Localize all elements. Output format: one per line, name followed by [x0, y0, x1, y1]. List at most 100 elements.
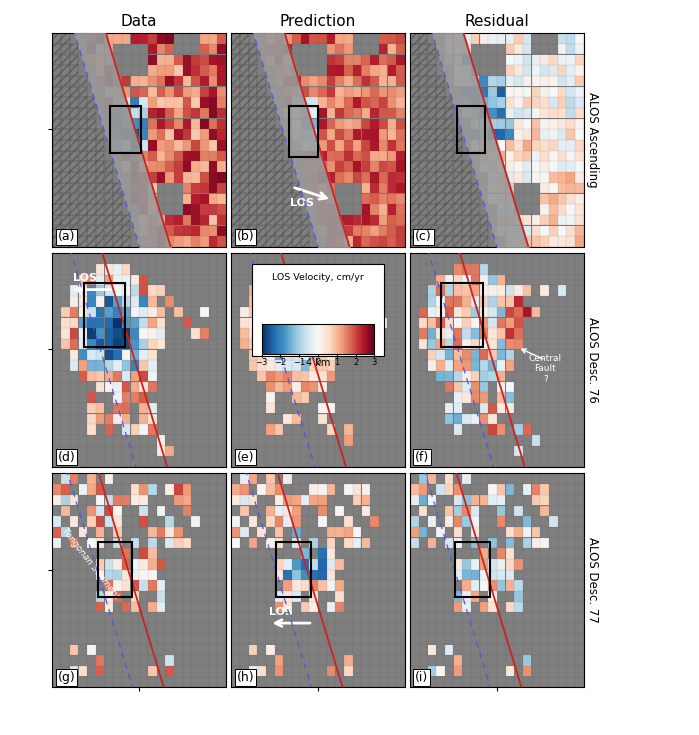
Bar: [131, 381, 139, 392]
Bar: [182, 215, 192, 226]
Bar: [148, 76, 157, 87]
Bar: [209, 172, 217, 182]
Bar: [318, 318, 326, 328]
Bar: [489, 118, 497, 129]
Bar: [166, 33, 174, 43]
Bar: [283, 215, 292, 226]
Bar: [139, 381, 147, 392]
Bar: [105, 226, 113, 236]
Bar: [489, 33, 497, 43]
Bar: [462, 591, 470, 602]
Bar: [231, 76, 240, 87]
Bar: [209, 54, 217, 65]
Bar: [462, 97, 470, 108]
Bar: [301, 285, 309, 296]
Bar: [454, 54, 462, 65]
Bar: [318, 371, 326, 381]
Bar: [489, 559, 497, 570]
Bar: [532, 76, 540, 87]
Bar: [292, 76, 301, 87]
Bar: [428, 339, 436, 349]
Bar: [249, 151, 257, 161]
Bar: [87, 151, 96, 161]
Bar: [489, 172, 497, 182]
Bar: [62, 140, 70, 151]
Bar: [480, 403, 488, 414]
Bar: [240, 54, 249, 65]
Bar: [566, 193, 575, 204]
Bar: [549, 97, 558, 108]
Bar: [505, 87, 514, 97]
Bar: [148, 484, 157, 495]
Bar: [62, 87, 70, 97]
Bar: [566, 76, 575, 87]
Bar: [540, 215, 549, 226]
Bar: [292, 183, 301, 193]
Bar: [96, 33, 104, 43]
Bar: [139, 118, 147, 129]
Bar: [131, 318, 139, 328]
Bar: [410, 204, 419, 215]
Bar: [471, 108, 480, 118]
Bar: [310, 285, 318, 296]
Bar: [301, 371, 309, 381]
Bar: [70, 183, 78, 193]
Bar: [497, 360, 505, 370]
Bar: [174, 162, 182, 172]
Bar: [52, 215, 61, 226]
Text: ALOS Ascending: ALOS Ascending: [586, 92, 599, 187]
Bar: [96, 559, 104, 570]
Text: (i): (i): [415, 671, 428, 684]
Bar: [283, 172, 292, 182]
Bar: [327, 538, 336, 548]
Bar: [480, 339, 488, 349]
Bar: [266, 129, 275, 140]
Bar: [113, 193, 122, 204]
Bar: [70, 360, 78, 370]
Bar: [540, 285, 549, 296]
Bar: [505, 339, 514, 349]
Bar: [78, 339, 87, 349]
Bar: [532, 226, 540, 236]
Bar: [419, 54, 427, 65]
Bar: [353, 296, 361, 306]
Bar: [139, 108, 147, 118]
Bar: [558, 97, 566, 108]
Bar: [428, 215, 436, 226]
Bar: [283, 296, 292, 306]
Bar: [436, 204, 445, 215]
Bar: [462, 559, 470, 570]
Bar: [62, 193, 70, 204]
Bar: [480, 296, 488, 306]
Text: (a): (a): [57, 231, 75, 243]
Bar: [445, 97, 454, 108]
Bar: [497, 129, 505, 140]
Bar: [310, 484, 318, 495]
Bar: [275, 381, 283, 392]
Bar: [87, 350, 96, 360]
Bar: [462, 87, 470, 97]
Bar: [275, 350, 283, 360]
Bar: [336, 65, 344, 76]
Bar: [310, 318, 318, 328]
Bar: [445, 226, 454, 236]
Bar: [113, 129, 122, 140]
Bar: [514, 424, 523, 435]
Bar: [96, 495, 104, 506]
Bar: [336, 329, 344, 339]
Bar: [327, 666, 336, 676]
Bar: [462, 54, 470, 65]
Bar: [113, 318, 122, 328]
Bar: [113, 108, 122, 118]
Bar: [514, 118, 523, 129]
Bar: [336, 162, 344, 172]
Bar: [240, 226, 249, 236]
Bar: [462, 506, 470, 516]
Bar: [445, 129, 454, 140]
Bar: [87, 484, 96, 495]
Bar: [514, 151, 523, 161]
Bar: [353, 484, 361, 495]
Bar: [157, 527, 165, 537]
Bar: [301, 548, 309, 559]
Bar: [174, 118, 182, 129]
